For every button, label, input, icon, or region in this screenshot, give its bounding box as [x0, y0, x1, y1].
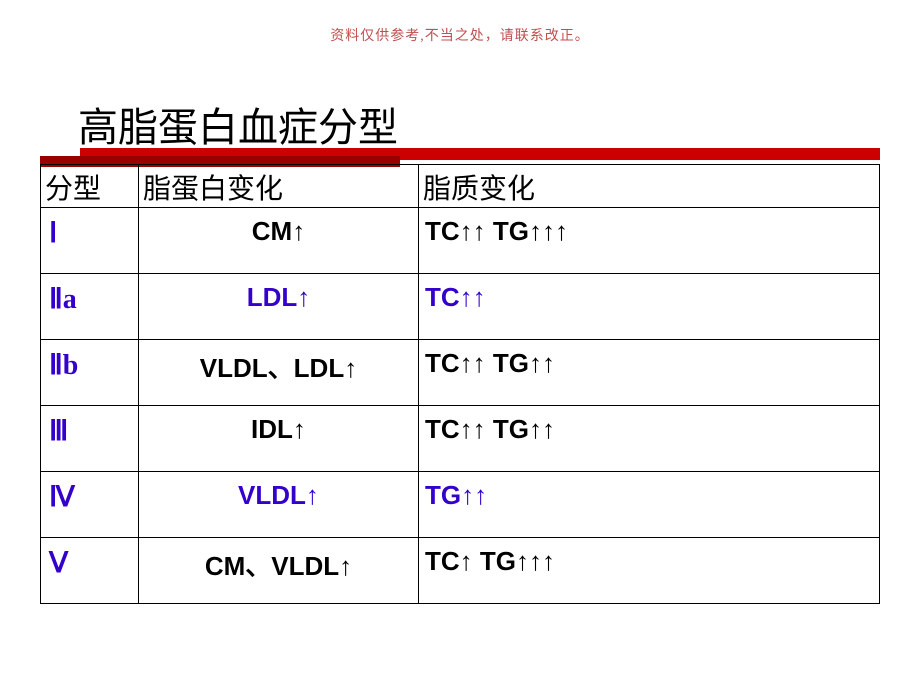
table-row: ⅣVLDL↑TG↑↑	[41, 472, 880, 538]
lipoprotein-cell: LDL↑	[139, 274, 419, 340]
type-cell: Ⅱb	[41, 340, 139, 406]
table-header-row: 分型 脂蛋白变化 脂质变化	[41, 165, 880, 208]
classification-table: 分型 脂蛋白变化 脂质变化 ⅠCM↑TC↑↑ TG↑↑↑ⅡaLDL↑TC↑↑Ⅱb…	[40, 164, 880, 604]
table-row: ⅡaLDL↑TC↑↑	[41, 274, 880, 340]
type-cell: Ⅱa	[41, 274, 139, 340]
lipoprotein-cell: CM、VLDL↑	[139, 538, 419, 604]
lipid-cell: TG↑↑	[419, 472, 880, 538]
table-row: ⅡbVLDL、LDL↑TC↑↑ TG↑↑	[41, 340, 880, 406]
lipid-cell: TC↑↑	[419, 274, 880, 340]
type-cell: Ⅳ	[41, 472, 139, 538]
header-type: 分型	[41, 165, 139, 208]
type-cell: Ⅴ	[41, 538, 139, 604]
table-row: ⅢIDL↑TC↑↑ TG↑↑	[41, 406, 880, 472]
header-lipoprotein: 脂蛋白变化	[139, 165, 419, 208]
lipid-cell: TC↑↑ TG↑↑	[419, 340, 880, 406]
lipid-cell: TC↑↑ TG↑↑↑	[419, 208, 880, 274]
table-row: ⅠCM↑TC↑↑ TG↑↑↑	[41, 208, 880, 274]
type-cell: Ⅲ	[41, 406, 139, 472]
lipoprotein-cell: VLDL↑	[139, 472, 419, 538]
type-cell: Ⅰ	[41, 208, 139, 274]
table-row: ⅤCM、VLDL↑TC↑ TG↑↑↑	[41, 538, 880, 604]
lipoprotein-cell: VLDL、LDL↑	[139, 340, 419, 406]
lipid-cell: TC↑↑ TG↑↑	[419, 406, 880, 472]
header-lipid: 脂质变化	[419, 165, 880, 208]
page-title: 高脂蛋白血症分型	[78, 95, 398, 153]
reference-note: 资料仅供参考,不当之处，请联系改正。	[0, 25, 920, 45]
lipid-cell: TC↑ TG↑↑↑	[419, 538, 880, 604]
lipoprotein-cell: IDL↑	[139, 406, 419, 472]
lipoprotein-cell: CM↑	[139, 208, 419, 274]
